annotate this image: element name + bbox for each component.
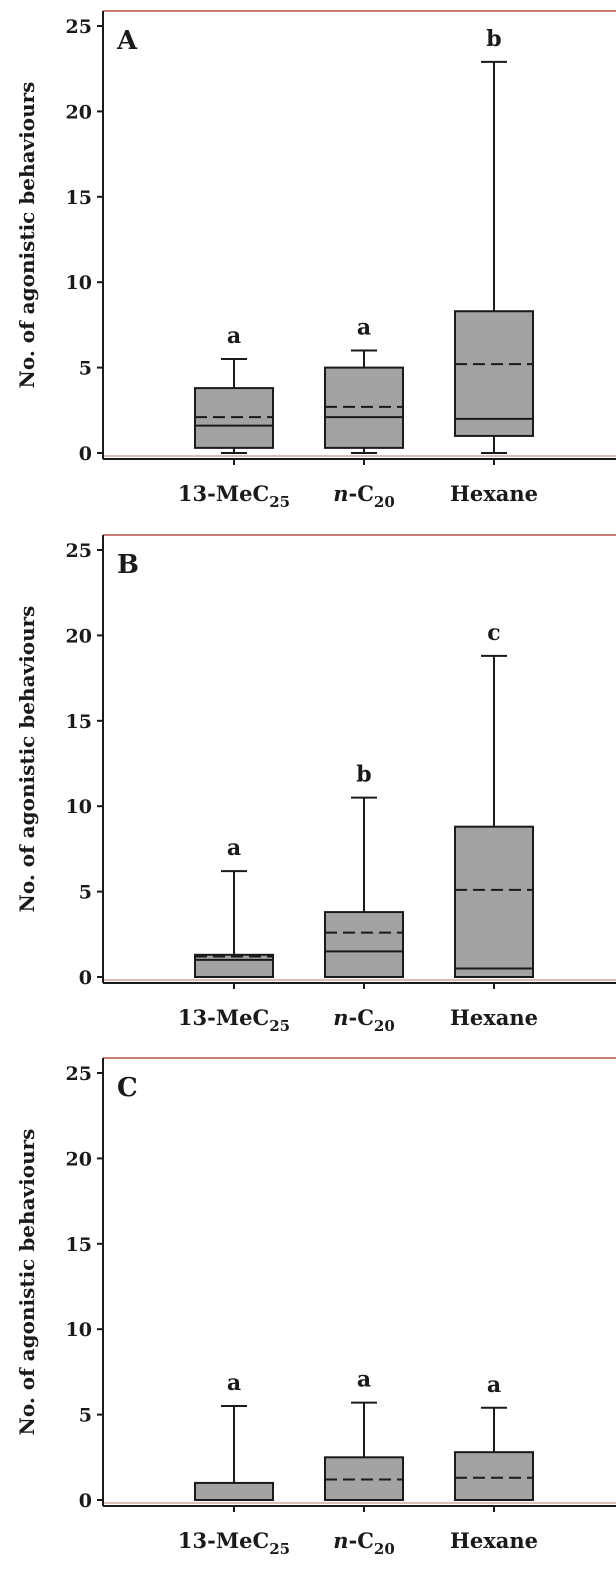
significance-letter: b: [486, 26, 501, 52]
significance-letter: a: [227, 835, 241, 861]
significance-letter: a: [227, 323, 241, 349]
x-tick-label: 13-MeC25: [177, 1528, 291, 1558]
box-2: [324, 1401, 404, 1501]
significance-letter: a: [487, 1372, 501, 1398]
y-axis-label: No. of agonistic behaviours: [15, 1128, 39, 1436]
chart-panel-b: 0 5 10 15 20 25 a b c B No. of agonistic behaviour…: [0, 524, 616, 1047]
iqr-box: [454, 310, 534, 437]
x-tick-label: 13-MeC25: [177, 481, 291, 511]
y-tick-label: 10: [66, 796, 92, 818]
plot-area: 0 5 10 15 20 25 a a a: [66, 1057, 616, 1512]
y-tick-label: 5: [79, 358, 92, 380]
significance-letter: a: [227, 1370, 241, 1396]
y-tick-label: 25: [66, 540, 92, 562]
y-tick-label: 20: [66, 1148, 92, 1170]
panel-label: C: [117, 1073, 138, 1103]
y-tick-label: 20: [66, 625, 92, 647]
significance-letter: a: [357, 315, 371, 341]
box-3: [454, 60, 534, 454]
y-tick-label: 15: [66, 187, 92, 209]
significance-letter: b: [356, 762, 371, 788]
y-axis-label: No. of agonistic behaviours: [15, 605, 39, 913]
box-3: [454, 654, 534, 979]
x-tick-label: n-C20: [333, 481, 395, 511]
y-tick-label: 10: [66, 272, 92, 294]
y-tick-label: 5: [79, 882, 92, 904]
y-tick-label: 25: [66, 16, 92, 38]
x-tick-label: 13-MeC25: [177, 1005, 291, 1035]
y-tick-label: 25: [66, 1063, 92, 1085]
significance-letter: a: [357, 1367, 371, 1393]
box-1: [194, 870, 274, 978]
y-tick-label: 20: [66, 101, 92, 123]
y-tick-label: 0: [79, 443, 92, 465]
significance-letter: c: [487, 620, 500, 646]
x-tick-label: n-C20: [333, 1005, 395, 1035]
panel-label: A: [117, 26, 138, 56]
y-tick-label: 15: [66, 711, 92, 733]
box-2: [324, 349, 404, 454]
box-1: [194, 1405, 274, 1502]
y-tick-label: 5: [79, 1405, 92, 1427]
x-tick-label: Hexane: [450, 481, 538, 506]
y-axis-label: No. of agonistic behaviours: [15, 81, 39, 389]
y-tick-label: 0: [79, 967, 92, 989]
iqr-box: [454, 1451, 534, 1501]
panel-label: B: [117, 550, 139, 580]
chart-panel-c: 0 5 10 15 20 25 a a a C No. of agonistic behaviour…: [0, 1047, 616, 1570]
y-tick-label: 10: [66, 1319, 92, 1341]
y-tick-label: 15: [66, 1234, 92, 1256]
plot-area: 0 5 10 15 20 25 a a b: [66, 10, 616, 465]
box-1: [194, 358, 274, 454]
plot-area: 0 5 10 15 20 25 a b c: [66, 534, 616, 989]
y-tick-label: 0: [79, 1490, 92, 1512]
x-tick-label: n-C20: [333, 1528, 395, 1558]
iqr-box: [324, 911, 404, 979]
iqr-box: [454, 825, 534, 979]
iqr-box: [194, 1481, 274, 1502]
box-3: [454, 1406, 534, 1501]
chart-panel-a: 0 5 10 15 20 25 a a b A No. of agonistic behaviour…: [0, 0, 616, 523]
x-tick-label: Hexane: [450, 1005, 538, 1030]
x-tick-label: Hexane: [450, 1528, 538, 1553]
iqr-box: [194, 953, 274, 978]
box-2: [324, 796, 404, 979]
